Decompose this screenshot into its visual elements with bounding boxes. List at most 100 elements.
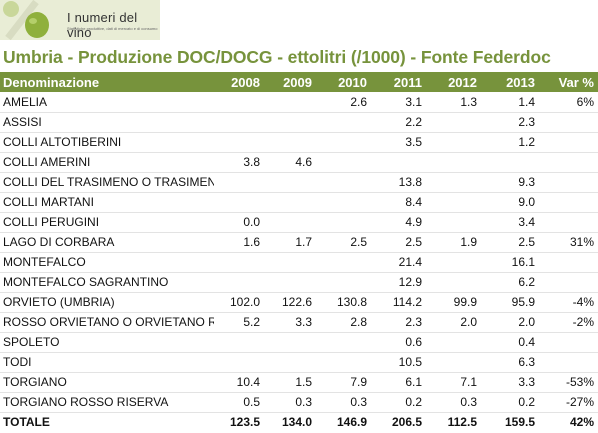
- value-cell: [316, 172, 371, 193]
- value-cell: 9.3: [481, 172, 539, 193]
- value-cell: [539, 272, 598, 293]
- value-cell: 13.8: [371, 172, 426, 193]
- production-table: Denominazione 2008 2009 2010 2011 2012 2…: [0, 72, 598, 432]
- denominazione-cell: TORGIANO: [0, 372, 214, 393]
- value-cell: [426, 332, 481, 353]
- value-cell: 3.5: [371, 132, 426, 153]
- table-row: TODI 10.5 6.3: [0, 352, 598, 373]
- value-cell: 2.5: [371, 232, 426, 253]
- table-row: SPOLETO 0.6 0.4: [0, 332, 598, 353]
- table-row: MONTEFALCO SAGRANTINO 12.9 6.2: [0, 272, 598, 293]
- value-cell: [539, 152, 598, 173]
- value-cell: 114.2: [371, 292, 426, 313]
- value-cell: [264, 192, 316, 213]
- value-cell: 2.5: [316, 232, 371, 253]
- value-cell: [316, 212, 371, 233]
- value-cell: [264, 272, 316, 293]
- denominazione-cell: COLLI AMERINI: [0, 152, 214, 173]
- value-cell: 10.5: [371, 352, 426, 373]
- header-2013: 2013: [481, 72, 539, 92]
- table-body: AMELIA 2.6 3.1 1.3 1.4 6% ASSISI 2.2 2.3 COLLI AL…: [0, 92, 598, 413]
- denominazione-cell: TODI: [0, 352, 214, 373]
- value-cell: [316, 352, 371, 373]
- denominazione-cell: ORVIETO (UMBRIA): [0, 292, 214, 313]
- value-cell: [214, 352, 264, 373]
- value-cell: [214, 132, 264, 153]
- value-cell: 7.1: [426, 372, 481, 393]
- total-cell: 42%: [539, 411, 598, 432]
- table-row: ASSISI 2.2 2.3: [0, 112, 598, 133]
- value-cell: 0.2: [371, 392, 426, 413]
- value-cell: 12.9: [371, 272, 426, 293]
- value-cell: [426, 272, 481, 293]
- logo: I numeri del vino Statistiche produttive…: [0, 0, 160, 40]
- table-header-row: Denominazione 2008 2009 2010 2011 2012 2…: [0, 72, 598, 92]
- value-cell: 0.2: [481, 392, 539, 413]
- value-cell: [316, 132, 371, 153]
- value-cell: 2.5: [481, 232, 539, 253]
- value-cell: [264, 252, 316, 273]
- value-cell: 0.3: [426, 392, 481, 413]
- value-cell: 6%: [539, 92, 598, 113]
- denominazione-cell: LAGO DI CORBARA: [0, 232, 214, 253]
- value-cell: [214, 172, 264, 193]
- value-cell: [426, 132, 481, 153]
- grape-percent-icon: [3, 0, 49, 40]
- table-row: ROSSO ORVIETANO O ORVIETANO ROSSO5.23.32…: [0, 312, 598, 333]
- value-cell: 5.2: [214, 312, 264, 333]
- value-cell: 10.4: [214, 372, 264, 393]
- value-cell: 16.1: [481, 252, 539, 273]
- table-row: COLLI ALTOTIBERINI 3.5 1.2: [0, 132, 598, 153]
- header-2008: 2008: [214, 72, 264, 92]
- header-2012: 2012: [426, 72, 481, 92]
- value-cell: [316, 252, 371, 273]
- total-cell: 206.5: [371, 411, 426, 432]
- table-row: COLLI AMERINI 3.8 4.6: [0, 152, 598, 173]
- value-cell: [316, 192, 371, 213]
- value-cell: 2.3: [481, 112, 539, 133]
- denominazione-cell: MONTEFALCO SAGRANTINO: [0, 272, 214, 293]
- value-cell: [264, 112, 316, 133]
- value-cell: [539, 212, 598, 233]
- value-cell: 3.1: [371, 92, 426, 113]
- value-cell: [371, 152, 426, 173]
- table-row: TORGIANO ROSSO RISERVA 0.5 0.3 0.3 0.2 0.3 0.2…: [0, 392, 598, 413]
- value-cell: 2.0: [481, 312, 539, 333]
- value-cell: [539, 352, 598, 373]
- value-cell: -2%: [539, 312, 598, 333]
- value-cell: 1.5: [264, 372, 316, 393]
- denominazione-cell: AMELIA: [0, 92, 214, 113]
- value-cell: [539, 192, 598, 213]
- value-cell: [214, 112, 264, 133]
- logo-brand-text: I numeri del vino: [67, 10, 138, 40]
- value-cell: 6.2: [481, 272, 539, 293]
- value-cell: 7.9: [316, 372, 371, 393]
- denominazione-cell: COLLI PERUGINI: [0, 212, 214, 233]
- value-cell: [316, 332, 371, 353]
- logo-tagline: Statistiche produttive, dati di mercato …: [67, 26, 158, 31]
- value-cell: 6.1: [371, 372, 426, 393]
- value-cell: 2.3: [371, 312, 426, 333]
- table-row: AMELIA 2.6 3.1 1.3 1.4 6%: [0, 92, 598, 113]
- total-row: TOTALE 123.5 134.0 146.9 206.5 112.5 159…: [0, 411, 598, 432]
- denominazione-cell: COLLI ALTOTIBERINI: [0, 132, 214, 153]
- value-cell: 2.8: [316, 312, 371, 333]
- value-cell: 3.8: [214, 152, 264, 173]
- total-cell: 134.0: [264, 411, 316, 432]
- value-cell: -4%: [539, 292, 598, 313]
- value-cell: [426, 192, 481, 213]
- value-cell: 130.8: [316, 292, 371, 313]
- header-var-percent: Var %: [539, 72, 598, 92]
- value-cell: [426, 252, 481, 273]
- table-row: TORGIANO 10.4 1.5 7.9 6.1 7.1 3.3 -53%: [0, 372, 598, 393]
- header-2010: 2010: [316, 72, 371, 92]
- denominazione-cell: COLLI MARTANI: [0, 192, 214, 213]
- value-cell: [426, 352, 481, 373]
- value-cell: [264, 132, 316, 153]
- value-cell: 1.3: [426, 92, 481, 113]
- header-2011: 2011: [371, 72, 426, 92]
- value-cell: 21.4: [371, 252, 426, 273]
- value-cell: 31%: [539, 232, 598, 253]
- table-row: ORVIETO (UMBRIA) 102.0 122.6 130.8 114.2 99.9…: [0, 292, 598, 313]
- value-cell: [214, 332, 264, 353]
